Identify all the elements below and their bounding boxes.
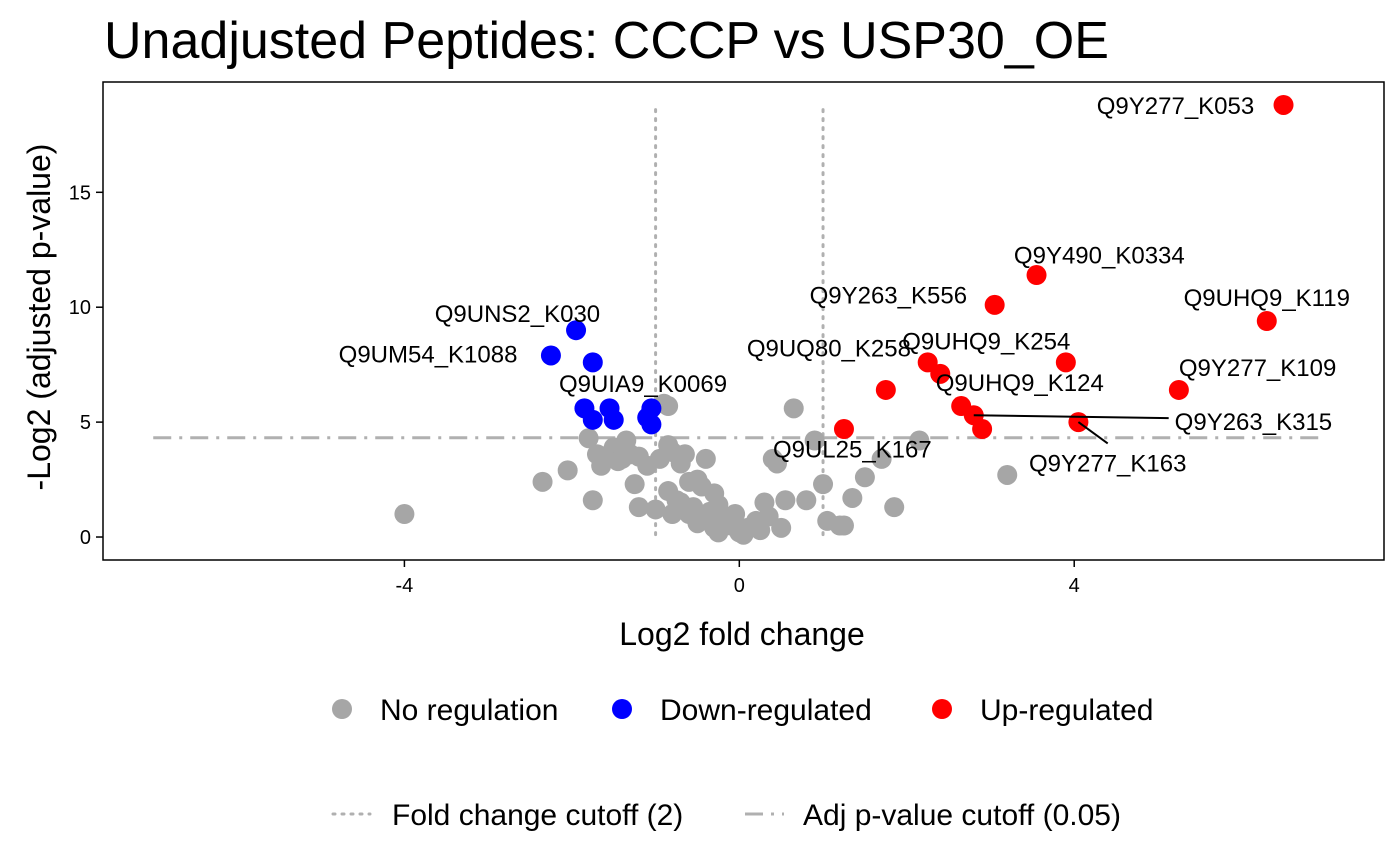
data-point-down bbox=[540, 345, 561, 366]
data-point-none bbox=[674, 444, 695, 465]
legend-key-0 bbox=[332, 699, 352, 719]
data-point-none bbox=[813, 474, 834, 495]
panel-border bbox=[102, 81, 1385, 561]
data-point-none bbox=[394, 504, 415, 525]
y-tick-label: 15 bbox=[69, 182, 91, 204]
data-point-down bbox=[582, 409, 603, 430]
legend-label: Adj p-value cutoff (0.05) bbox=[803, 799, 1121, 832]
label-leader-line bbox=[1077, 421, 1109, 445]
point-label: Q9UL25_K167 bbox=[773, 437, 932, 464]
data-point-none bbox=[691, 508, 712, 529]
data-point-up bbox=[972, 419, 993, 440]
data-point-none bbox=[725, 504, 746, 525]
point-label: Q9Y490_K0334 bbox=[1014, 243, 1185, 270]
data-point-none bbox=[532, 471, 553, 492]
y-tick-label: 5 bbox=[80, 412, 91, 434]
data-point-none bbox=[909, 430, 930, 451]
data-point-none bbox=[804, 430, 825, 451]
legend-label: Fold change cutoff (2) bbox=[392, 799, 683, 832]
point-label: Q9UIA9_K0069 bbox=[559, 371, 727, 398]
data-point-up bbox=[875, 379, 896, 400]
point-label: Q9UNS2_K030 bbox=[435, 301, 600, 328]
y-axis-title: -Log2 (adjusted p-value) bbox=[21, 144, 57, 491]
y-tick-label: 10 bbox=[69, 297, 91, 319]
data-point-up bbox=[1055, 352, 1076, 373]
data-point-up bbox=[1273, 94, 1294, 115]
data-point-none bbox=[842, 487, 863, 508]
data-point-none bbox=[775, 490, 796, 511]
data-point-up bbox=[1026, 265, 1047, 286]
legend-label: Down-regulated bbox=[660, 694, 872, 727]
x-tick-label: 0 bbox=[734, 575, 745, 597]
data-point-none bbox=[766, 453, 787, 474]
x-axis-title: Log2 fold change bbox=[619, 616, 865, 652]
data-point-none bbox=[884, 497, 905, 518]
legend-label: Up-regulated bbox=[980, 694, 1153, 727]
point-label: Q9UQ80_K258 bbox=[747, 336, 911, 363]
data-point-none bbox=[771, 517, 792, 538]
data-point-up bbox=[930, 363, 951, 384]
point-label: Q9Y263_K556 bbox=[810, 283, 967, 310]
data-point-up bbox=[833, 419, 854, 440]
legend: No regulation Down-regulated Up-regulated F… bbox=[331, 694, 1153, 832]
data-point-up bbox=[984, 294, 1005, 315]
point-label: Q9Y277_K163 bbox=[1029, 450, 1186, 477]
data-point-down bbox=[582, 352, 603, 373]
plot-area: -4 0 4 0 5 10 15 Q9Y277_K053 Q9Y490_K0334 Q9Y263_… bbox=[69, 81, 1385, 597]
data-point-down bbox=[603, 409, 624, 430]
data-point-none bbox=[624, 474, 645, 495]
point-label: Q9Y277_K053 bbox=[1097, 93, 1254, 120]
data-point-none bbox=[833, 515, 854, 536]
data-point-none bbox=[557, 460, 578, 481]
point-label: Q9UHQ9_K119 bbox=[1184, 285, 1350, 312]
data-point-none bbox=[796, 490, 817, 511]
data-point-none bbox=[662, 504, 683, 525]
point-label: Q9UHQ9_K254 bbox=[902, 329, 1070, 356]
x-tick-label: 4 bbox=[1069, 575, 1080, 597]
x-tick-label: -4 bbox=[396, 575, 414, 597]
legend-key-1 bbox=[612, 699, 632, 719]
data-point-down bbox=[641, 398, 662, 419]
data-point-none bbox=[582, 490, 603, 511]
data-point-none bbox=[645, 499, 666, 520]
data-point-none bbox=[708, 522, 729, 543]
data-point-none bbox=[854, 467, 875, 488]
data-point-none bbox=[679, 471, 700, 492]
data-point-down bbox=[566, 320, 587, 341]
data-point-none bbox=[695, 448, 716, 469]
data-point-none bbox=[871, 448, 892, 469]
data-point-none bbox=[997, 464, 1018, 485]
data-point-none bbox=[628, 497, 649, 518]
data-point-up bbox=[1256, 311, 1277, 331]
point-label: Q9Y263_K315 bbox=[1175, 409, 1332, 436]
point-label: Q9Y277_K109 bbox=[1179, 355, 1336, 382]
data-point-down bbox=[641, 414, 662, 435]
chart-title: Unadjusted Peptides: CCCP vs USP30_OE bbox=[104, 12, 1109, 70]
point-label: Q9UM54_K1088 bbox=[339, 341, 518, 368]
data-point-none bbox=[578, 428, 599, 449]
label-leader-line bbox=[973, 414, 1169, 420]
y-tick-label: 0 bbox=[80, 527, 91, 549]
legend-label: No regulation bbox=[380, 694, 558, 727]
data-point-up bbox=[1168, 379, 1189, 400]
legend-key-2 bbox=[932, 699, 952, 719]
data-point-none bbox=[658, 396, 679, 417]
data-point-none bbox=[783, 398, 804, 419]
point-label: Q9UHQ9_K124 bbox=[936, 370, 1104, 397]
